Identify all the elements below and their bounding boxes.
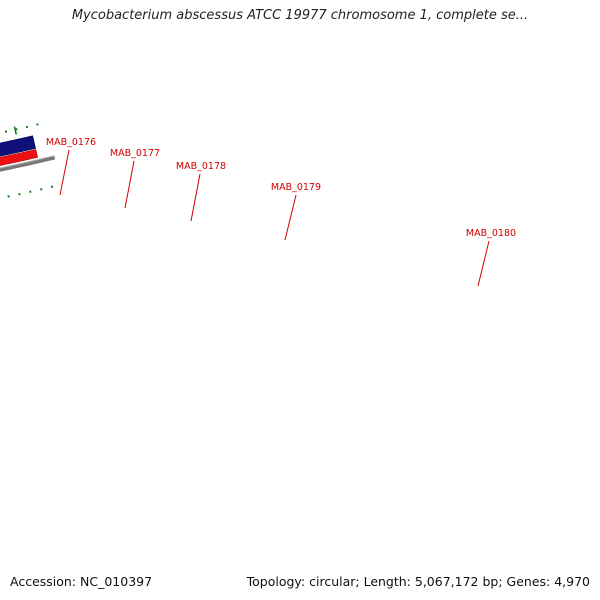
gene-label: MAB_0179 [271,182,321,193]
outer-major-tick [13,126,18,135]
genome-summary-text: Topology: circular; Length: 5,067,172 bp… [246,574,590,589]
gene-label: MAB_0177 [110,148,160,159]
gene-label-layer: MAB_0176 MAB_0177 MAB_0178 MAB_0179 MAB_0180 [46,137,516,287]
outer-tick-track [4,123,39,135]
gene-callout-line [124,160,135,209]
gene-label: MAB_0178 [176,161,226,172]
gene-callout-line [477,240,490,287]
selected-gene-band [0,135,36,157]
gene-callout-line [59,149,70,196]
gene-label: MAB_0176 [46,137,96,148]
gene-label: MAB_0180 [466,228,516,239]
forward-strand-gene-arrow [0,149,38,166]
gene-callout-line [284,194,297,241]
feature-track [0,135,38,166]
scale-tick-track: 173 kbp174 kbp175 kbp176 kbp177 kbp178 k… [7,185,54,198]
accession-text: Accession: NC_010397 [10,574,153,589]
gene-callout-line [190,173,201,222]
map-title: Mycobacterium abscessus ATCC 19977 chrom… [71,8,529,23]
